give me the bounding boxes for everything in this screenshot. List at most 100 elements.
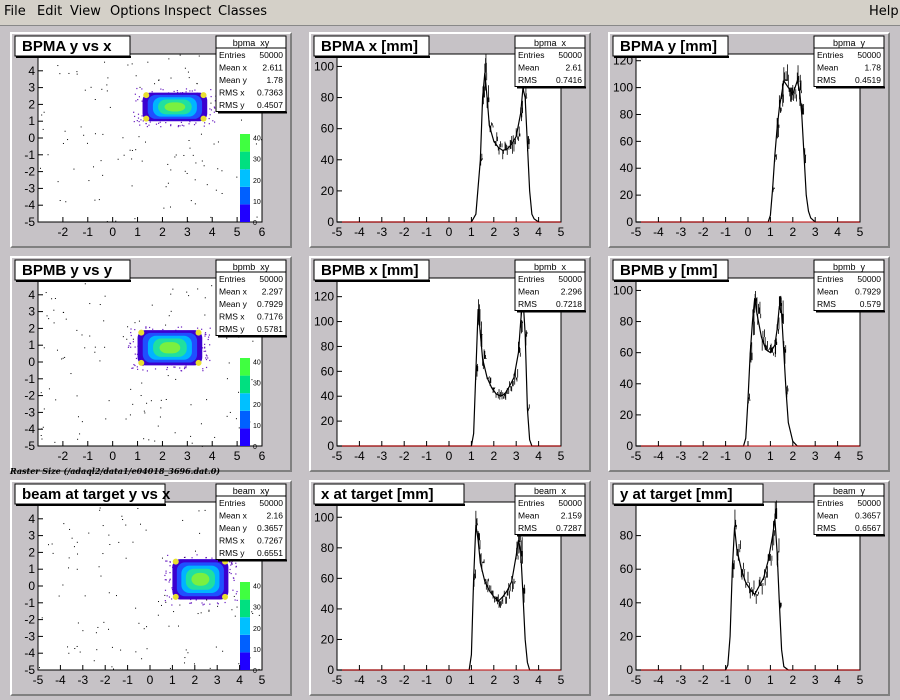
stats-value: 0.3657 [855,511,881,521]
stats-box [215,35,287,112]
scatter-point [122,519,124,521]
x-tick-label: -5 [33,673,44,687]
scatter-point [81,334,83,336]
y-tick-label: -2 [24,389,35,403]
stats-label: Entries [219,274,245,284]
pad-bpma-x[interactable]: -5 -4 -3 -2 -1 0 1 2 3 4 5 0 20 40 60 80 100 BPMA x [mm] b… [309,32,591,248]
histogram-line [636,518,860,671]
chart-bpma-xy: 0 10 20 30 40 -2 -1 0 1 2 3 4 5 6 -5 -4 -3 -2 -1 0 1 2 3 4 BPMA … [14,35,287,239]
scatter-point [183,154,185,156]
scatter-point [102,525,104,527]
menu-classes[interactable]: Classes [218,4,267,19]
scatter-point [111,666,113,668]
scatter-point [229,411,231,413]
scatter-point [74,648,76,650]
menu-file[interactable]: File [4,4,26,19]
stats-label: RMS y [219,548,245,558]
menu-help[interactable]: Help [869,4,899,19]
pad-bpmb-y[interactable]: -5 -4 -3 -2 -1 0 1 2 3 4 5 0 20 40 60 80 100 BPMB y [mm] b… [608,256,890,472]
pad-bpmb-xy[interactable]: 0 10 20 30 40 -2 -1 0 1 2 3 4 5 6 -5 -4 -3 -2 -1 0 1 2 3 4 BPMB … [10,256,292,472]
scatter-point [141,382,143,384]
scatter-point [204,297,206,299]
density-hotspot [138,329,145,336]
palette-tick-label: 30 [253,381,261,388]
scatter-point [169,565,171,567]
scatter-point [99,360,101,362]
y-tick-label: -1 [24,596,35,610]
scatter-point [93,660,95,662]
scatter-point [179,54,181,56]
scatter-point [162,89,164,91]
menu-inspect[interactable]: Inspect [164,4,212,19]
scatter-point [166,368,168,371]
scatter-point [252,340,254,342]
scatter-point [170,124,172,126]
scatter-point [182,519,184,521]
chart-beam-x: -5 -4 -3 -2 -1 0 1 2 3 4 5 0 20 40 60 80 100 x at target … [313,483,586,687]
scatter-point [100,575,102,577]
stats-label: Mean y [219,523,248,533]
menu-options[interactable]: Options [110,4,161,19]
pad-bpma-xy[interactable]: 0 10 20 30 40 -2 -1 0 1 2 3 4 5 6 -5 -4 -3 -2 -1 0 1 2 3 4 BPMA … [10,32,292,248]
palette-tick-label: 30 [253,605,261,612]
scatter-point [233,595,235,597]
scatter-point [130,328,132,330]
pad-bpmb-x[interactable]: -5 -4 -3 -2 -1 0 1 2 3 4 5 0 20 40 60 80 100 120 BPMB x [m… [309,256,591,472]
stats-value: 2.61 [565,63,582,73]
menu-view[interactable]: View [70,4,101,19]
scatter-point [171,587,173,589]
scatter-point [84,89,86,91]
x-tick-label: -4 [354,225,365,239]
scatter-point [196,554,198,556]
scatter-point [177,326,179,328]
scatter-point [222,650,224,652]
scatter-point [76,73,78,75]
pad-beam-xy[interactable]: 0 10 20 30 40 -5 -4 -3 -2 -1 0 1 2 3 4 5 -5 -4 -3 -2 -1 0 1 2 3 4… [10,480,292,696]
x-tick-label: -4 [354,673,365,687]
palette-segment [240,599,250,618]
palette-tick-label: 10 [253,199,261,206]
scatter-point [64,130,66,132]
scatter-point [186,172,188,174]
scatter-point [211,285,213,287]
scatter-point [160,399,162,401]
x-tick-label: 2 [191,673,198,687]
scatter-point [137,99,139,101]
palette-segment [240,428,250,446]
y-tick-label: 40 [620,596,634,610]
stats-box [813,259,885,311]
palette-segment [240,582,250,600]
x-tick-label: 1 [134,449,141,463]
pad-bpma-y[interactable]: -5 -4 -3 -2 -1 0 1 2 3 4 5 0 20 40 60 80 100 120 BPMA y [m… [608,32,890,248]
y-tick-label: 4 [28,512,35,526]
scatter-point [206,599,208,601]
scatter-point [136,120,138,122]
palette-tick-label: 20 [253,178,261,185]
canvas-area[interactable]: 0 10 20 30 40 -2 -1 0 1 2 3 4 5 6 -5 -4 -3 -2 -1 0 1 2 3 4 BPMA … [0,26,900,700]
scatter-point [62,311,64,313]
stats-name: bpma_y [833,38,866,48]
scatter-point [224,601,226,604]
scatter-point [184,67,186,69]
scatter-point [252,612,254,614]
menu-edit[interactable]: Edit [37,4,63,19]
density-hotspot [200,92,207,99]
scatter-point [173,611,175,613]
scatter-point [235,573,237,575]
x-tick-label: 0 [109,449,116,463]
scatter-point [214,100,216,102]
pad-beam-y[interactable]: -5-4-3-2-1012345020406080100y at target … [608,480,890,696]
scatter-point [100,160,102,162]
scatter-point [209,344,211,346]
stats-label: Entries [219,50,245,60]
scatter-point [190,598,192,601]
stats-value: 0.4519 [855,75,881,85]
scatter-point [135,357,138,360]
scatter-point [179,604,181,606]
stats-label: Mean [518,287,540,297]
x-tick-label: 1 [468,449,475,463]
pad-beam-x[interactable]: -5 -4 -3 -2 -1 0 1 2 3 4 5 0 20 40 60 80 100 x at target … [309,480,591,696]
scatter-point [129,149,131,151]
scatter-point [62,142,64,144]
x-tick-label: 3 [812,449,819,463]
